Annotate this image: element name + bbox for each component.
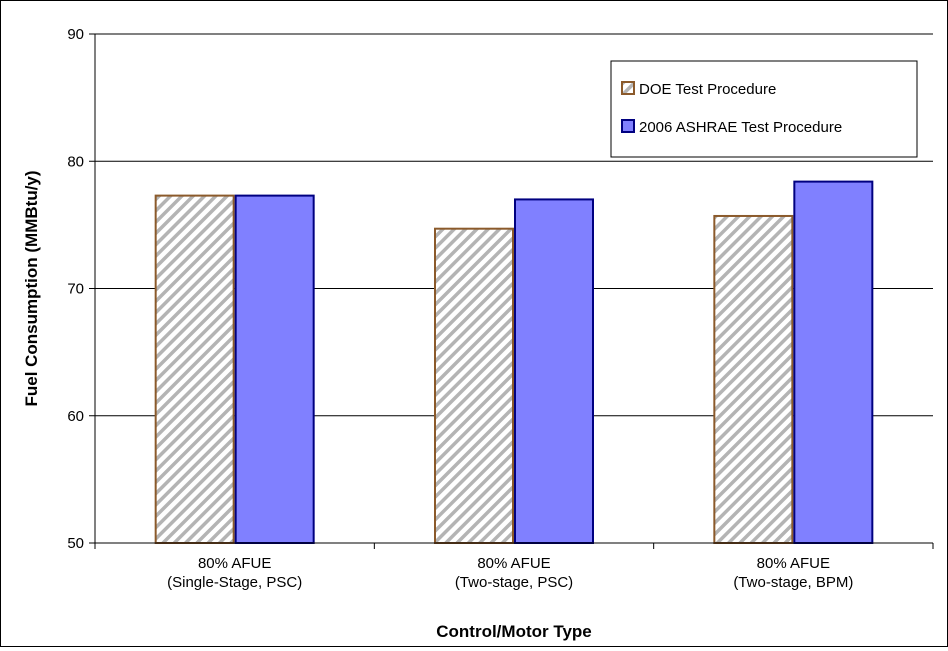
bars <box>154 180 874 545</box>
category-label: 80% AFUE (Single-Stage, PSC) <box>167 555 302 591</box>
bar-doe-2 <box>434 227 514 544</box>
labels: 50 60 70 80 90 80% AFUE (Single-Stage, PSC) 80%… <box>22 26 853 641</box>
legend-box <box>610 60 918 158</box>
bar-doe-3 <box>713 214 794 544</box>
bar-ashrae-1 <box>234 194 315 544</box>
y-tick-label: 80 <box>67 153 84 170</box>
category-label: 80% AFUE (Two-stage, PSC) <box>455 555 573 591</box>
y-tick-label: 90 <box>67 26 84 43</box>
legend-swatch <box>621 119 635 133</box>
legend-swatch <box>621 81 635 95</box>
legend: DOE Test Procedure 2006 ASHRAE Test Proce… <box>610 60 918 158</box>
x-axis-title: Control/Motor Type <box>436 622 592 641</box>
bar-ashrae-2 <box>514 198 594 545</box>
axes <box>89 33 934 549</box>
bar-ashrae-3 <box>793 180 874 545</box>
legend-label: 2006 ASHRAE Test Procedure <box>639 119 842 136</box>
y-tick-label: 50 <box>67 535 84 552</box>
y-tick-label: 60 <box>67 408 84 425</box>
bar-doe-1 <box>154 194 235 544</box>
legend-label: DOE Test Procedure <box>639 81 776 98</box>
y-axis-title: Fuel Consumption (MMBtu/y) <box>22 170 41 406</box>
y-tick-label: 70 <box>67 281 84 298</box>
category-label: 80% AFUE (Two-stage, BPM) <box>733 555 853 591</box>
